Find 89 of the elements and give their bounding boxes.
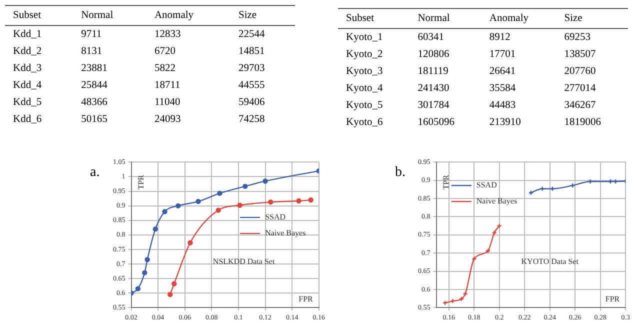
legend-label: SSAD (265, 212, 286, 222)
point (196, 198, 201, 204)
y-axis-title: TPR (441, 174, 450, 190)
data-label: 11040 (153, 96, 182, 110)
point (168, 292, 173, 298)
y-tick-label: Kdd_1 (12, 28, 43, 42)
x-tick-label: Normal (410, 8, 482, 28)
point (462, 291, 468, 296)
point (262, 178, 268, 184)
x-tick-label: Anomaly (481, 8, 556, 28)
data-label: 48366 (80, 96, 108, 110)
x-axis-title: FPR (298, 294, 314, 304)
data-label: 59406 (238, 96, 266, 110)
annotation: KYOTO Data Set (521, 256, 580, 266)
data-label: 138507 (563, 48, 597, 62)
point (135, 286, 141, 292)
point (242, 184, 248, 189)
text: a. (90, 165, 100, 180)
data-label: 1819006 (563, 116, 602, 130)
y-tick-label: Kdd_4 (12, 79, 43, 93)
data-label: 44483 (488, 99, 517, 113)
data-label: 29703 (238, 62, 266, 76)
y-tick-label: Kyoto_5 (345, 99, 384, 113)
point (176, 203, 181, 208)
y-tick-label: Kdd_5 (12, 96, 43, 110)
text: b. (395, 165, 406, 180)
point (268, 199, 274, 205)
y-axis-title: Subset (338, 8, 410, 28)
data-label: 1605096 (416, 116, 456, 130)
data-label: 23881 (80, 62, 108, 76)
x-tick-label: Size (556, 8, 628, 28)
data-label: 241430 (416, 82, 450, 96)
data-label: 8912 (488, 31, 512, 45)
point (492, 230, 497, 236)
point (152, 226, 158, 232)
data-label: 18711 (153, 79, 182, 93)
y-axis-title: TPR (136, 174, 146, 190)
y-axis-title: Subset (5, 6, 74, 26)
point (296, 198, 302, 204)
data-label: 9711 (80, 28, 103, 42)
data-label: 60341 (416, 31, 445, 45)
data-label: 69253 (563, 31, 592, 45)
data-label: 44555 (238, 79, 266, 93)
data-label: 5822 (153, 62, 176, 76)
point (162, 209, 168, 214)
y-tick-label: Kyoto_1 (345, 31, 384, 45)
legend-label: Naive Bayes (265, 228, 306, 238)
y-tick-label: Kdd_2 (12, 45, 43, 59)
data-label: 14851 (238, 45, 266, 59)
legend-label: SSAD (476, 180, 498, 190)
point (216, 208, 221, 213)
point (237, 202, 242, 208)
point (142, 270, 148, 276)
data-label: 50165 (80, 113, 108, 127)
data-label: 181119 (416, 65, 450, 79)
data-label: 35584 (488, 82, 517, 96)
x-axis-title: FPR (605, 294, 620, 304)
data-label: 6720 (153, 45, 176, 59)
point (308, 197, 314, 203)
point (144, 257, 150, 262)
point (217, 190, 222, 196)
legend-label: Naive Bayes (476, 196, 518, 206)
y-tick-label: Kyoto_6 (345, 116, 384, 130)
data-label: 24093 (153, 113, 182, 127)
x-tick-label: Normal (73, 6, 146, 26)
data-label: 12833 (153, 28, 182, 42)
x-tick-label: Anomaly (146, 6, 230, 26)
data-label: 120806 (416, 48, 450, 62)
data-label: 74258 (238, 113, 266, 127)
data-label: 22544 (238, 28, 266, 42)
y-tick-label: Kyoto_4 (345, 82, 384, 96)
data-label: 346267 (563, 99, 597, 113)
point (188, 240, 193, 246)
data-label: 213910 (488, 116, 522, 130)
data-label: 207760 (563, 65, 597, 79)
x-tick-label: Size (230, 6, 295, 26)
data-label: 26641 (488, 65, 517, 79)
y-tick-label: Kyoto_3 (345, 65, 384, 79)
y-tick-label: Kyoto_2 (345, 48, 384, 62)
data-label: 277014 (563, 82, 597, 96)
point (172, 281, 177, 286)
annotation: NSLKDD Data Set (212, 256, 276, 266)
y-tick-label: Kdd_3 (12, 62, 43, 76)
data-label: 8131 (80, 45, 104, 59)
point (540, 186, 545, 192)
y-tick-label: Kdd_6 (12, 113, 43, 127)
data-label: 25844 (80, 79, 108, 93)
data-label: 17701 (488, 48, 517, 62)
data-label: 301784 (416, 99, 450, 113)
